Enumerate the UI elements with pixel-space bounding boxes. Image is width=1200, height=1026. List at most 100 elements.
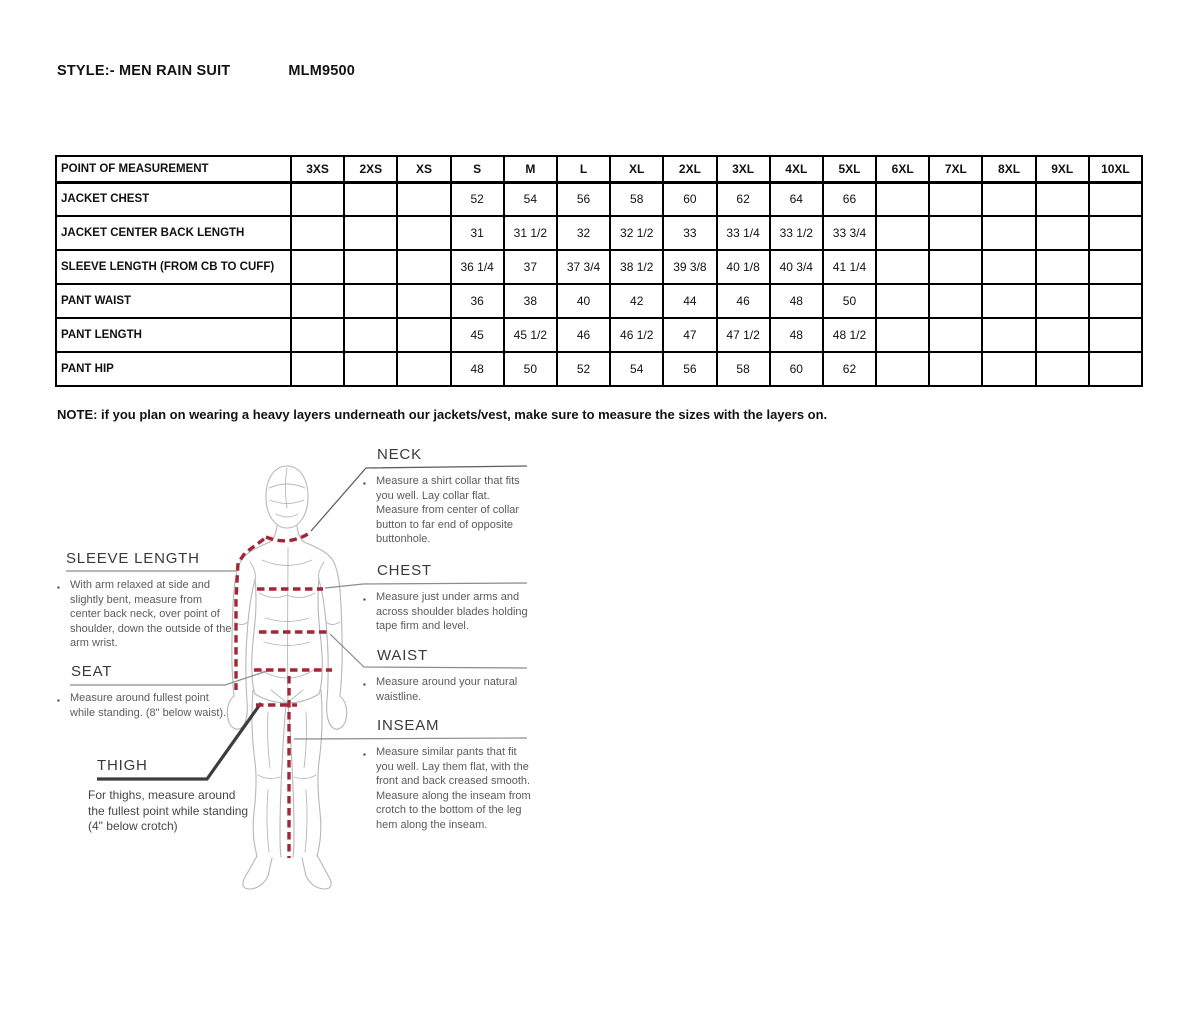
waist-description: Measure around your natural waistline. <box>376 676 518 703</box>
size-chart-row: SLEEVE LENGTH (FROM CB TO CUFF) 36 1/4 37 3… <box>55 249 1144 285</box>
style-label: STYLE:- MEN RAIN SUIT <box>57 63 231 79</box>
measurement-label-cell: SLEEVE LENGTH (FROM CB TO CUFF) <box>55 249 292 285</box>
guide-section-sleeve-length: SLEEVE LENGTH ▪ With arm relaxed at side … <box>57 550 233 651</box>
size-value-cell: 37 3/4 <box>555 249 612 285</box>
size-header-cell: 5XL <box>821 155 878 184</box>
size-value-cell <box>981 283 1037 319</box>
size-header-cell: 7XL <box>928 155 984 184</box>
guide-section-seat: SEAT ▪ Measure around fullest point while… <box>57 663 233 720</box>
size-value-cell <box>396 351 452 387</box>
size-value-cell: 56 <box>662 351 718 387</box>
size-value-cell <box>928 317 984 353</box>
size-value-cell <box>1087 317 1144 353</box>
size-header-cell: XS <box>396 155 452 184</box>
measurement-label-cell: PANT HIP <box>55 351 292 387</box>
size-value-cell: 33 1/4 <box>715 215 771 251</box>
size-value-cell <box>343 351 399 387</box>
size-header-cell: XL <box>609 155 665 184</box>
neck-measure-line <box>265 532 309 543</box>
size-value-cell: 48 <box>768 317 824 353</box>
size-value-cell: 32 1/2 <box>609 215 665 251</box>
size-chart-table: POINT OF MEASUREMENT 3XS 2XS XS S M L XL 2XL 3XL 4… <box>55 155 1144 387</box>
size-value-cell: 38 1/2 <box>609 249 665 285</box>
seat-heading: SEAT <box>71 663 113 680</box>
measurement-lines <box>234 532 332 858</box>
neck-description: Measure a shirt collar that fits you wel… <box>376 475 520 545</box>
bullet-icon: ▪ <box>363 595 366 604</box>
chest-description: Measure just under arms and across shoul… <box>376 591 528 632</box>
size-value-cell: 44 <box>662 283 718 319</box>
size-value-cell: 54 <box>502 181 558 217</box>
size-header-cell: 4XL <box>768 155 824 184</box>
size-value-cell <box>343 283 399 319</box>
seat-connector-line <box>70 670 268 686</box>
size-value-cell: 36 1/4 <box>449 249 505 285</box>
inseam-description: Measure similar pants that fit you well.… <box>376 746 531 831</box>
bullet-icon: ▪ <box>363 750 366 759</box>
size-chart-header-row: POINT OF MEASUREMENT 3XS 2XS XS S M L XL 2XL 3XL 4… <box>55 155 1144 184</box>
size-header-cell: 9XL <box>1034 155 1090 184</box>
connector-lines <box>66 570 528 740</box>
size-value-cell <box>875 283 931 319</box>
size-value-cell: 31 1/2 <box>502 215 558 251</box>
waist-heading: WAIST <box>377 647 428 664</box>
thigh-connector <box>97 702 263 781</box>
bullet-icon: ▪ <box>363 680 366 689</box>
size-value-cell <box>396 249 452 285</box>
size-value-cell: 58 <box>609 181 665 217</box>
inseam-heading: INSEAM <box>377 717 440 734</box>
size-value-cell <box>928 181 984 217</box>
size-value-cell: 37 <box>502 249 558 285</box>
thigh-connector-line <box>97 702 263 781</box>
thigh-description: For thighs, measure around the fullest p… <box>88 788 249 833</box>
size-value-cell: 41 1/4 <box>821 249 878 285</box>
size-value-cell <box>928 249 984 285</box>
size-value-cell <box>289 351 346 387</box>
size-value-cell <box>1087 283 1144 319</box>
size-value-cell <box>343 181 399 217</box>
size-header-cell: S <box>449 155 505 184</box>
size-value-cell <box>343 317 399 353</box>
size-value-cell: 38 <box>502 283 558 319</box>
size-value-cell: 58 <box>715 351 771 387</box>
size-value-cell <box>1034 317 1090 353</box>
guide-section-waist: WAIST ▪ Measure around your natural waist… <box>363 647 531 704</box>
size-value-cell: 50 <box>821 283 878 319</box>
size-value-cell: 60 <box>662 181 718 217</box>
measurement-label-cell: JACKET CHEST <box>55 181 292 217</box>
size-value-cell <box>396 283 452 319</box>
size-header-cell: L <box>555 155 612 184</box>
size-value-cell <box>1034 249 1090 285</box>
size-value-cell <box>1034 215 1090 251</box>
size-value-cell <box>289 215 346 251</box>
size-value-cell: 40 <box>555 283 612 319</box>
neck-connector <box>310 465 528 532</box>
bullet-icon: ▪ <box>57 583 60 592</box>
size-value-cell <box>1087 351 1144 387</box>
size-value-cell: 62 <box>715 181 771 217</box>
size-value-cell: 46 1/2 <box>609 317 665 353</box>
size-value-cell: 32 <box>555 215 612 251</box>
note-text: NOTE: if you plan on wearing a heavy lay… <box>57 407 828 422</box>
size-value-cell: 45 1/2 <box>502 317 558 353</box>
size-value-cell <box>928 351 984 387</box>
size-value-cell <box>343 215 399 251</box>
size-chart-row: PANT WAIST 36 38 40 42 44 46 48 50 <box>55 283 1144 319</box>
waist-connector-line <box>329 633 528 669</box>
size-value-cell: 45 <box>449 317 505 353</box>
size-value-cell <box>981 317 1037 353</box>
size-value-cell: 47 <box>662 317 718 353</box>
size-value-cell: 33 <box>662 215 718 251</box>
size-value-cell <box>396 181 452 217</box>
thigh-heading: THIGH <box>97 757 148 774</box>
page-title: STYLE:- MEN RAIN SUIT MLM9500 <box>57 63 355 79</box>
measurement-header-cell: POINT OF MEASUREMENT <box>55 155 292 184</box>
size-value-cell <box>396 215 452 251</box>
size-value-cell: 54 <box>609 351 665 387</box>
seat-description: Measure around fullest point while stand… <box>70 692 227 719</box>
size-value-cell <box>981 215 1037 251</box>
size-value-cell: 56 <box>555 181 612 217</box>
size-header-cell: 2XS <box>343 155 399 184</box>
size-value-cell <box>396 317 452 353</box>
